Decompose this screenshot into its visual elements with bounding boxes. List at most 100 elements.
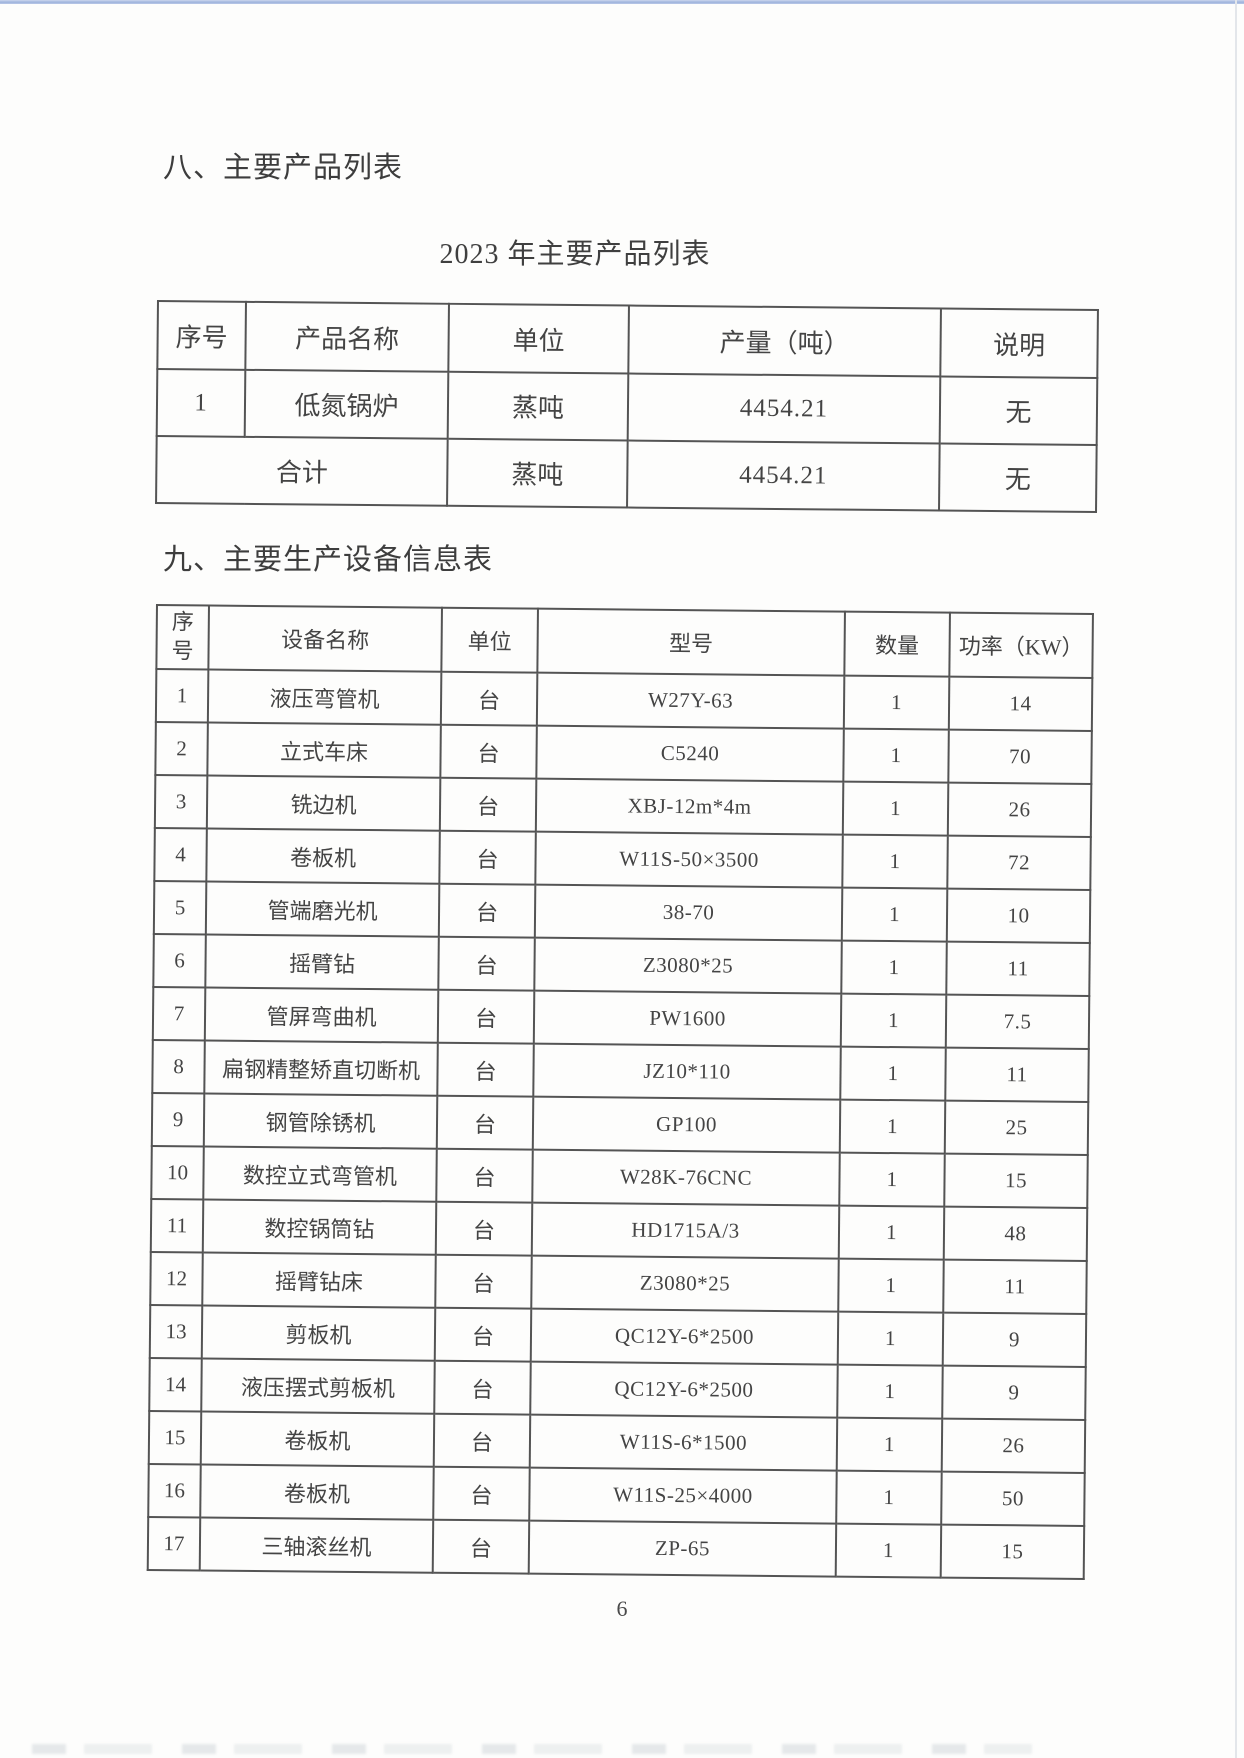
equipment-cell: ZP-65	[528, 1520, 837, 1577]
equipment-cell: 钢管除锈机	[203, 1093, 438, 1149]
equipment-cell: 台	[438, 883, 536, 938]
equipment-cell: 10	[151, 1145, 204, 1200]
section-heading-products: 八、主要产品列表	[163, 152, 404, 184]
equipment-cell: 15	[940, 1524, 1085, 1579]
equipment-table: 序号 设备名称 单位 型号 数量 功率（KW） 1 液压弯管机台 W27Y-63 1 1…	[147, 604, 1094, 1580]
equipment-cell: 14	[149, 1357, 202, 1412]
products-total-row: 合计 蒸吨 4454.21 无	[156, 436, 1097, 513]
equipment-cell: 台	[434, 1307, 532, 1362]
equipment-header-unit: 单位	[441, 607, 538, 673]
equipment-cell: 剪板机	[201, 1305, 436, 1361]
equipment-cell: JZ10*110	[533, 1043, 841, 1100]
equipment-header-row: 序号 设备名称 单位 型号 数量 功率（KW）	[156, 605, 1093, 678]
equipment-header-model: 型号	[537, 608, 845, 676]
bleed-through-artifacts	[32, 1744, 1032, 1754]
equipment-cell: 70	[948, 729, 1092, 784]
equipment-cell: 台	[432, 1519, 530, 1574]
equipment-cell: 11	[943, 1259, 1087, 1314]
equipment-cell: 台	[438, 936, 535, 991]
equipment-table-body: 1 液压弯管机台 W27Y-63 1 14 2 立式车床台 C5240 1 70 3 铣边机台 XBJ-…	[147, 669, 1093, 1579]
equipment-cell: 液压摆式剪板机	[201, 1358, 435, 1414]
equipment-cell: 8	[152, 1039, 205, 1094]
equipment-header-qty: 数量	[844, 611, 950, 677]
equipment-cell: 台	[437, 1042, 534, 1097]
equipment-cell: 1	[841, 940, 947, 995]
equipment-cell: 1	[841, 887, 948, 942]
equipment-cell: W11S-50×3500	[535, 831, 843, 888]
horizontal-divider-line	[0, 0, 1244, 4]
equipment-cell: 15	[148, 1410, 202, 1465]
equipment-cell: 铣边机	[206, 775, 441, 831]
equipment-cell: 17	[147, 1516, 201, 1571]
equipment-row: 14 液压摆式剪板机台 QC12Y-6*2500 1 9	[149, 1357, 1086, 1420]
equipment-cell: 26	[941, 1418, 1086, 1473]
equipment-cell: 2	[155, 722, 208, 776]
equipment-cell: 液压弯管机	[207, 669, 442, 725]
equipment-cell: 摇臂钻床	[202, 1252, 436, 1308]
equipment-row: 9 钢管除锈机台 GP100 1 25	[151, 1092, 1089, 1155]
total-note: 无	[939, 443, 1097, 513]
product-output: 4454.21	[627, 373, 941, 444]
equipment-cell: Z3080*25	[531, 1255, 839, 1312]
equipment-cell: GP100	[532, 1096, 841, 1153]
equipment-cell: 数控锅筒钻	[202, 1199, 437, 1255]
equipment-cell: 15	[944, 1153, 1088, 1208]
equipment-cell: 1	[837, 1364, 943, 1419]
equipment-cell: 1	[842, 781, 949, 836]
equipment-cell: 1	[836, 1470, 942, 1525]
equipment-cell: 摇臂钻	[205, 934, 439, 990]
equipment-cell: 9	[942, 1312, 1087, 1367]
equipment-cell: 数控立式弯管机	[203, 1146, 437, 1202]
products-row: 1 低氮锅炉 蒸吨 4454.21 无	[156, 369, 1098, 446]
equipment-cell: 1	[835, 1523, 942, 1578]
product-name: 低氮锅炉	[244, 369, 449, 439]
equipment-cell: 11	[946, 941, 1090, 996]
equipment-cell: 管屏弯曲机	[204, 987, 439, 1043]
equipment-header-power: 功率（KW）	[949, 612, 1093, 678]
products-header-unit: 单位	[448, 303, 629, 374]
total-amount: 4454.21	[627, 440, 940, 511]
equipment-header-index: 序号	[156, 605, 209, 670]
equipment-cell: 1	[838, 1205, 945, 1260]
equipment-cell: 台	[435, 1254, 532, 1309]
equipment-cell: 卷板机	[200, 1464, 434, 1520]
equipment-cell: W27Y-63	[536, 672, 845, 729]
product-index: 1	[156, 369, 246, 437]
equipment-cell: 台	[434, 1360, 531, 1415]
equipment-cell: 1	[155, 669, 209, 723]
equipment-cell: 11	[150, 1198, 204, 1253]
equipment-cell: 台	[433, 1466, 530, 1521]
equipment-cell: W11S-6*1500	[529, 1414, 838, 1471]
equipment-row: 16 卷板机台 W11S-25×4000 1 50	[148, 1463, 1085, 1526]
equipment-cell: 1	[840, 993, 947, 1048]
equipment-row: 8 扁钢精整矫直切断机台 JZ10*110 1 11	[152, 1039, 1089, 1102]
equipment-row: 2 立式车床台 C5240 1 70	[155, 722, 1092, 784]
total-label: 合计	[156, 436, 448, 506]
equipment-row: 17 三轴滚丝机台 ZP-65 1 15	[147, 1516, 1085, 1579]
equipment-cell: 卷板机	[200, 1411, 435, 1467]
equipment-cell: 台	[436, 1095, 534, 1150]
equipment-cell: 台	[440, 724, 537, 779]
page-edge-shadow	[1235, 0, 1237, 1758]
equipment-cell: 1	[839, 1099, 946, 1154]
equipment-cell: 1	[843, 728, 949, 783]
equipment-cell: HD1715A/3	[531, 1202, 840, 1259]
page-number: 6	[616, 1596, 628, 1621]
equipment-cell: 12	[150, 1251, 203, 1306]
equipment-header-index-label: 序号	[171, 609, 194, 664]
equipment-cell: 38-70	[534, 884, 843, 941]
equipment-cell: 5	[153, 880, 207, 935]
equipment-cell: 14	[948, 676, 1093, 731]
equipment-row: 11 数控锅筒钻台 HD1715A/3 1 48	[150, 1198, 1088, 1261]
equipment-cell: 72	[947, 835, 1091, 890]
equipment-cell: 7.5	[945, 994, 1090, 1049]
equipment-cell: 1	[843, 675, 950, 730]
equipment-cell: 台	[437, 989, 535, 1044]
equipment-cell: W28K-76CNC	[532, 1149, 840, 1206]
equipment-cell: 50	[941, 1471, 1085, 1526]
equipment-cell: 三轴滚丝机	[199, 1517, 434, 1573]
equipment-row: 10 数控立式弯管机台 W28K-76CNC 1 15	[151, 1145, 1088, 1208]
equipment-cell: XBJ-12m*4m	[535, 778, 844, 835]
products-header-note: 说明	[940, 308, 1098, 379]
